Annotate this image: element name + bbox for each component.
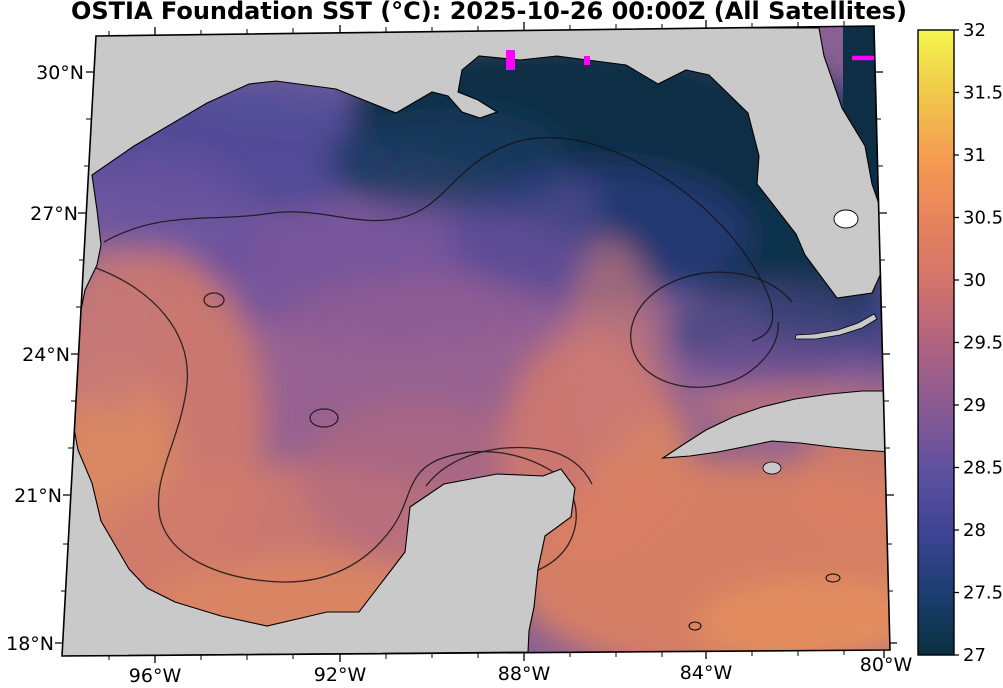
sst-blob	[793, 422, 890, 542]
land-cuba	[660, 390, 890, 459]
colorbar-tick-label: 27.5	[963, 583, 1003, 604]
minor-ticks	[61, 21, 893, 660]
contour-shelf-north	[103, 136, 774, 342]
lat-tick-label-21n: 21°N	[14, 485, 62, 507]
colorbar-tick-label: 27	[963, 645, 986, 666]
sst-blob	[695, 577, 890, 656]
colorbar-tick-label: 32	[963, 20, 986, 41]
land-isle-of-youth	[762, 461, 782, 475]
axis-labels: 30°N 27°N 24°N 21°N 18°N 96°W 92°W 88°W …	[6, 62, 912, 687]
lat-tick-label-30n: 30°N	[36, 62, 84, 84]
islet-outline	[688, 621, 702, 631]
colorbar-tick-label: 28	[963, 520, 986, 541]
land-mainland-north-america	[62, 27, 888, 656]
contour-yucatan-shelf	[425, 447, 593, 487]
sst-blob	[567, 240, 657, 460]
magenta-marker	[584, 56, 590, 65]
lon-tick-label-88w: 88°W	[498, 663, 551, 685]
contour-loop-current	[630, 271, 793, 388]
colorbar-labels: 32 31.5 31 30.5 30 29.5 29 28.5 28 27.5 …	[963, 20, 1003, 666]
colorbar-tick-label: 31.5	[963, 83, 1003, 104]
lake-okeechobee	[833, 209, 859, 229]
lon-tick-label-96w: 96°W	[129, 665, 182, 687]
sst-blob	[62, 245, 160, 415]
colorbar-tick-label: 29.5	[963, 333, 1003, 354]
lat-tick-label-18n: 18°N	[6, 633, 54, 655]
lon-tick-label-92w: 92°W	[314, 664, 367, 686]
contour-eddy-ring	[309, 408, 339, 428]
land-florida-keys	[794, 313, 878, 340]
map-frame	[61, 25, 891, 657]
lon-tick-label-80w: 80°W	[860, 654, 913, 676]
contour-eddy-ring	[203, 292, 225, 308]
major-ticks	[55, 20, 897, 663]
colorbar-tick-label: 30.5	[963, 208, 1003, 229]
lat-tick-label-24n: 24°N	[22, 344, 70, 366]
magenta-marker	[506, 50, 515, 70]
colorbar-ticks	[954, 29, 959, 656]
colorbar-tick-label: 28.5	[963, 458, 1003, 479]
land-layer	[62, 27, 890, 656]
colorbar: 32 31.5 31 30.5 30 29.5 29 28.5 28 27.5 …	[917, 20, 1003, 666]
contour-central-loop	[95, 267, 577, 605]
contour-lines	[95, 136, 793, 605]
colorbar-tick-label: 30	[963, 270, 986, 291]
colorbar-gradient	[917, 29, 955, 656]
colorbar-tick-label: 29	[963, 395, 986, 416]
islet-outline	[825, 573, 841, 583]
lat-tick-label-27n: 27°N	[30, 203, 78, 225]
lon-tick-label-84w: 84°W	[680, 662, 733, 684]
colorbar-tick-label: 31	[963, 145, 986, 166]
plot-title: OSTIA Foundation SST (°C): 2025-10-26 00…	[71, 0, 907, 25]
